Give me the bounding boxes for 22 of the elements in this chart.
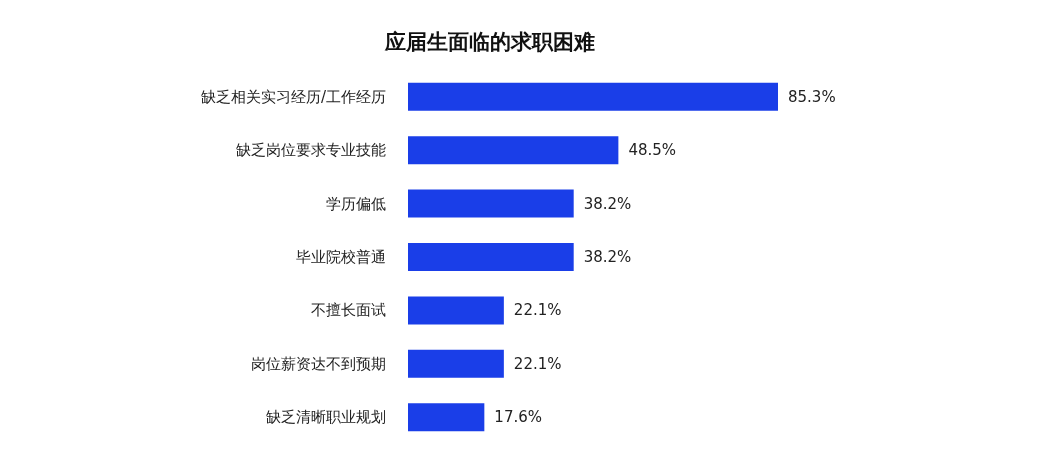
bar [408, 296, 504, 325]
bar [408, 189, 574, 218]
data-label: 17.6% [494, 408, 542, 427]
chart-title: 应届生面临的求职困难 [384, 29, 595, 54]
y-tick-label: 学历偏低 [326, 194, 386, 213]
bar [408, 82, 778, 111]
data-label: 38.2% [583, 194, 632, 213]
bar [408, 349, 504, 378]
y-tick-label: 缺乏岗位要求专业技能 [236, 141, 386, 160]
y-tick-label: 不擅长面试 [311, 301, 386, 320]
bar [408, 403, 485, 432]
data-label: 22.1% [513, 301, 562, 320]
y-tick-label: 缺乏相关实习经历/工作经历 [200, 87, 386, 106]
y-tick-label: 岗位薪资达不到预期 [251, 354, 386, 373]
bar [408, 243, 574, 271]
y-tick-label: 毕业院校普通 [296, 248, 386, 266]
bar [408, 136, 619, 165]
data-label: 22.1% [513, 354, 562, 373]
y-tick-label: 缺乏清晰职业规划 [266, 408, 386, 427]
data-label: 38.2% [583, 248, 632, 266]
data-label: 48.5% [628, 141, 677, 160]
data-label: 85.3% [788, 87, 836, 106]
